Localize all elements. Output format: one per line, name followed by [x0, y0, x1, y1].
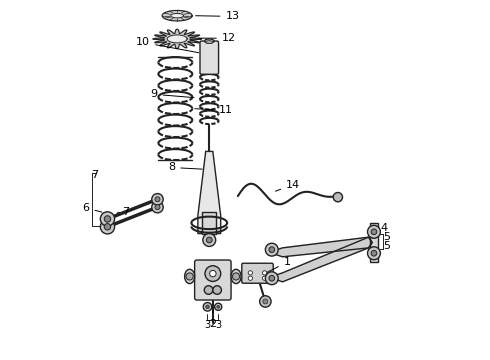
Circle shape [206, 305, 209, 309]
Ellipse shape [231, 269, 241, 284]
Polygon shape [272, 237, 372, 257]
Text: 9: 9 [150, 89, 194, 99]
Circle shape [155, 197, 160, 202]
Ellipse shape [205, 39, 214, 43]
Text: 1: 1 [267, 257, 291, 272]
Circle shape [203, 234, 216, 247]
Text: 2: 2 [209, 310, 217, 329]
Polygon shape [167, 35, 187, 43]
Text: 3: 3 [215, 320, 221, 330]
Circle shape [333, 193, 343, 202]
Polygon shape [198, 152, 220, 234]
FancyBboxPatch shape [195, 260, 231, 300]
Circle shape [263, 299, 268, 304]
Circle shape [104, 224, 111, 230]
Circle shape [100, 220, 115, 234]
Circle shape [368, 225, 380, 238]
Circle shape [266, 243, 278, 256]
Circle shape [248, 271, 252, 275]
Polygon shape [171, 13, 184, 18]
Ellipse shape [206, 41, 213, 44]
FancyBboxPatch shape [242, 263, 273, 283]
Circle shape [371, 229, 377, 235]
Circle shape [215, 303, 222, 310]
Text: 6: 6 [82, 203, 102, 213]
Text: 7: 7 [92, 170, 98, 180]
Bar [202, 212, 217, 234]
Circle shape [155, 204, 160, 210]
Circle shape [260, 296, 271, 307]
Circle shape [371, 250, 377, 256]
Circle shape [210, 270, 216, 277]
Polygon shape [272, 237, 372, 282]
Circle shape [217, 305, 220, 308]
Text: 14: 14 [275, 180, 300, 191]
Circle shape [368, 247, 380, 260]
Text: 13: 13 [196, 12, 240, 21]
Text: 4: 4 [373, 223, 387, 234]
Text: 3: 3 [204, 320, 211, 330]
Circle shape [232, 273, 240, 280]
Circle shape [203, 302, 212, 311]
Polygon shape [153, 29, 201, 49]
Circle shape [263, 276, 267, 280]
Circle shape [269, 275, 275, 281]
Text: 7: 7 [122, 207, 129, 217]
Text: 11: 11 [195, 105, 232, 115]
Circle shape [100, 212, 115, 226]
Text: 12: 12 [199, 33, 236, 43]
Bar [369, 223, 377, 262]
Circle shape [213, 286, 221, 294]
Circle shape [206, 237, 212, 243]
Text: 10: 10 [136, 37, 198, 53]
Circle shape [152, 194, 163, 205]
Text: 5: 5 [384, 241, 391, 251]
Circle shape [104, 216, 111, 222]
FancyBboxPatch shape [200, 41, 219, 74]
Circle shape [263, 271, 267, 275]
Circle shape [186, 273, 193, 280]
Circle shape [269, 247, 275, 252]
Circle shape [204, 286, 213, 294]
Circle shape [205, 266, 220, 282]
Circle shape [248, 276, 252, 280]
Circle shape [266, 272, 278, 285]
Polygon shape [162, 10, 192, 21]
Circle shape [152, 202, 163, 213]
Text: 5: 5 [384, 232, 391, 242]
Ellipse shape [185, 269, 195, 284]
Text: 8: 8 [168, 162, 202, 172]
